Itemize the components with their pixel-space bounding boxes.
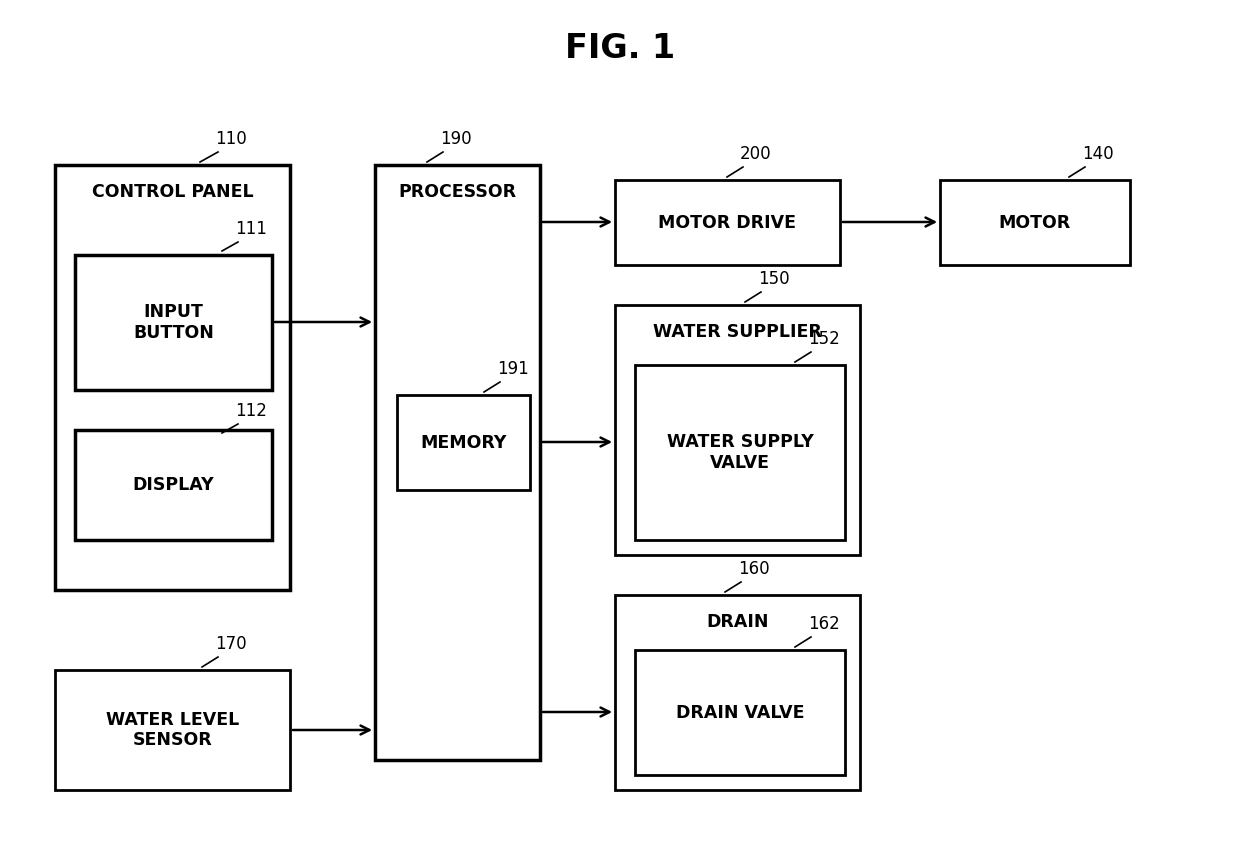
- Text: DRAIN: DRAIN: [707, 613, 769, 631]
- Text: MEMORY: MEMORY: [420, 433, 507, 452]
- Text: 150: 150: [758, 270, 790, 288]
- Bar: [635, 365, 844, 540]
- Text: PROCESSOR: PROCESSOR: [398, 183, 517, 201]
- Bar: [74, 430, 272, 540]
- Text: 152: 152: [808, 330, 839, 348]
- Bar: [615, 595, 861, 790]
- Text: 110: 110: [215, 130, 247, 148]
- Text: WATER SUPPLIER: WATER SUPPLIER: [653, 323, 822, 341]
- Text: 160: 160: [738, 560, 770, 578]
- Bar: [615, 305, 861, 555]
- Text: 191: 191: [497, 360, 528, 378]
- Text: INPUT
BUTTON: INPUT BUTTON: [133, 303, 215, 342]
- Text: 200: 200: [740, 145, 771, 163]
- Text: 140: 140: [1083, 145, 1114, 163]
- Bar: [615, 180, 839, 265]
- Bar: [55, 165, 290, 590]
- Text: FIG. 1: FIG. 1: [565, 31, 675, 65]
- Text: CONTROL PANEL: CONTROL PANEL: [92, 183, 253, 201]
- Text: MOTOR: MOTOR: [999, 213, 1071, 232]
- Text: 111: 111: [236, 220, 267, 238]
- Text: DISPLAY: DISPLAY: [133, 476, 215, 494]
- Text: 170: 170: [215, 635, 247, 653]
- Bar: [940, 180, 1130, 265]
- Text: 112: 112: [236, 402, 267, 420]
- Text: WATER LEVEL
SENSOR: WATER LEVEL SENSOR: [105, 711, 239, 749]
- Bar: [55, 670, 290, 790]
- Text: DRAIN VALVE: DRAIN VALVE: [676, 704, 805, 722]
- Text: WATER SUPPLY
VALVE: WATER SUPPLY VALVE: [667, 433, 813, 472]
- Text: MOTOR DRIVE: MOTOR DRIVE: [658, 213, 796, 232]
- Text: 162: 162: [808, 615, 839, 633]
- Bar: [74, 255, 272, 390]
- Bar: [635, 650, 844, 775]
- Bar: [397, 395, 529, 490]
- Bar: [374, 165, 539, 760]
- Text: 190: 190: [440, 130, 471, 148]
